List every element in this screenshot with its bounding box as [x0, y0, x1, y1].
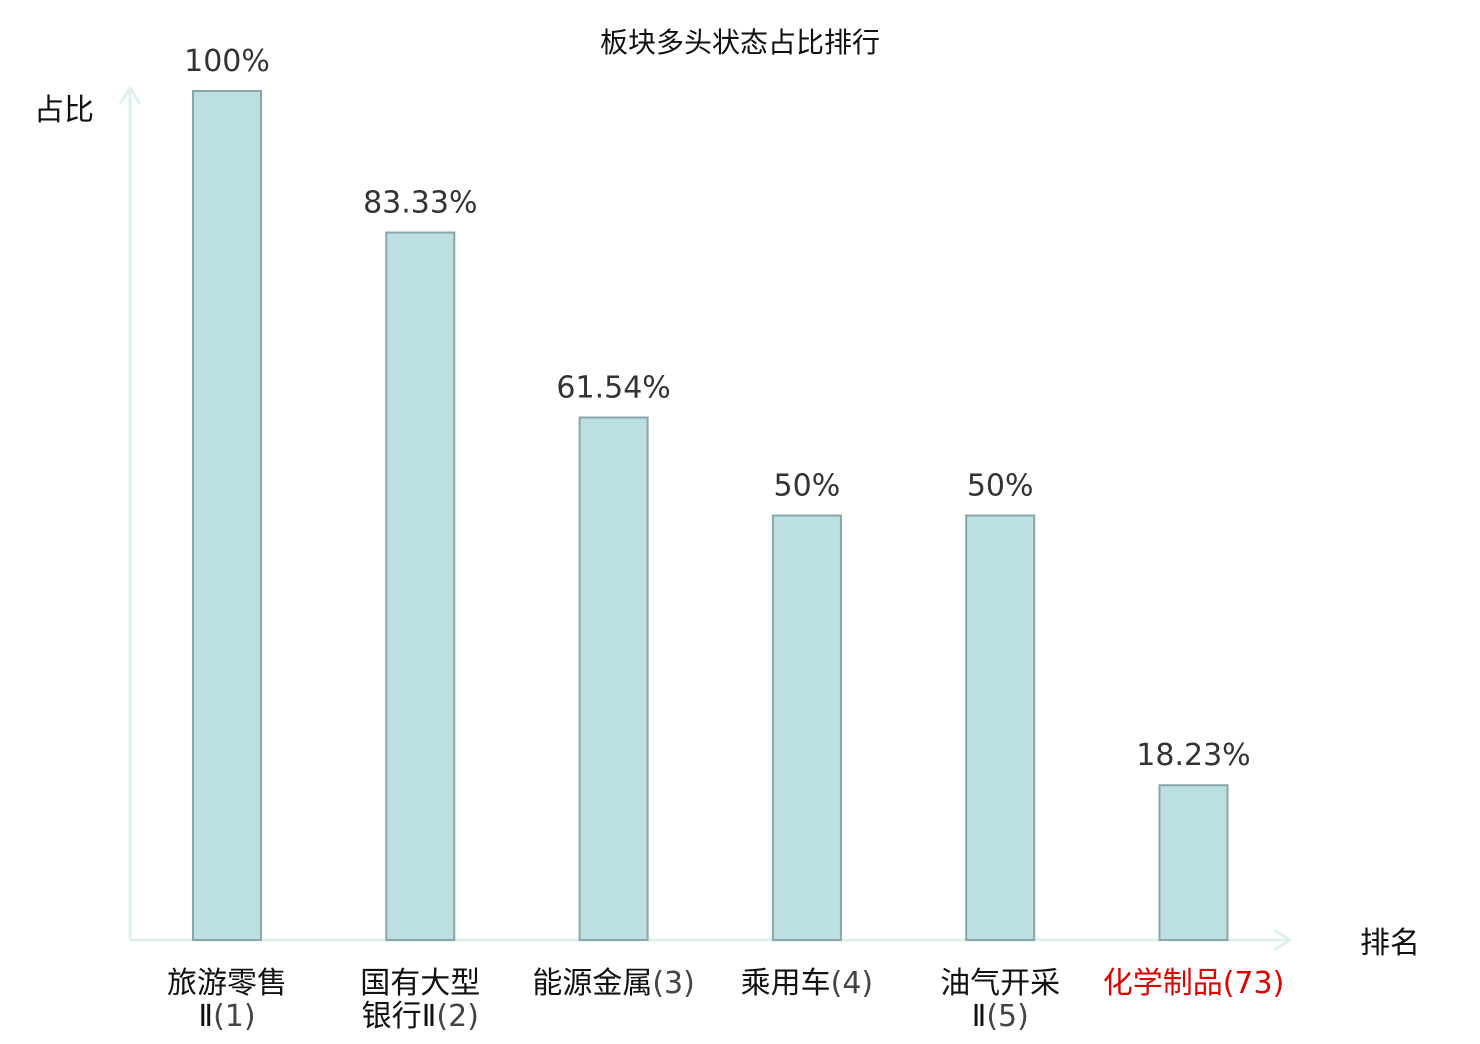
- x-tick-label: 乘用车(4): [741, 966, 874, 1001]
- bar: [1158, 784, 1229, 941]
- x-tick-labels: 旅游零售 Ⅱ(1)国有大型银行Ⅱ(2)能源金属(3) 乘用车(4) 油气开采 Ⅱ(5)化…: [167, 966, 1284, 1034]
- chart-title: 板块多头状态占比排行: [600, 26, 880, 59]
- data-label: 100%: [184, 44, 270, 79]
- x-tick-label-line: 乘用车: [741, 966, 831, 1001]
- x-tick-rank: (5): [986, 999, 1029, 1034]
- x-tick-rank: (2): [436, 999, 479, 1034]
- data-label: 61.54%: [556, 371, 670, 406]
- y-axis-label: 占比: [34, 93, 94, 128]
- x-tick-label: 能源金属(3): [532, 966, 695, 1001]
- data-label: 50%: [774, 469, 841, 504]
- x-axis-label: 排名: [1360, 926, 1420, 961]
- x-tick-label-line: Ⅱ: [972, 999, 987, 1034]
- bars: [192, 90, 1229, 941]
- data-label: 50%: [967, 469, 1034, 504]
- y-axis-arrow: [118, 85, 142, 105]
- x-tick-rank: (73): [1223, 966, 1285, 1001]
- x-tick-label-line: 国有大型: [360, 966, 480, 1001]
- data-label: 83.33%: [363, 186, 477, 221]
- x-tick-rank: (4): [831, 966, 874, 1001]
- x-tick-rank: (1): [213, 999, 256, 1034]
- axes: [118, 85, 1293, 952]
- x-tick-label-line: 油气开采: [940, 966, 1060, 1001]
- bar: [771, 514, 842, 941]
- value-labels: 100% 83.33% 61.54% 50% 50% 18.23%: [184, 44, 1251, 773]
- x-axis-arrow: [1273, 928, 1293, 952]
- x-tick-rank: (3): [652, 966, 695, 1001]
- x-tick-label-line: 化学制品: [1103, 966, 1223, 1001]
- x-tick-label-line: Ⅱ: [198, 999, 213, 1034]
- x-tick-label-line: 能源金属: [532, 966, 652, 1001]
- x-tick-label: 旅游零售 Ⅱ(1): [167, 966, 287, 1034]
- bar: [965, 514, 1036, 941]
- x-tick-label-line: 旅游零售: [167, 966, 287, 1001]
- x-tick-label: 化学制品(73): [1103, 966, 1285, 1001]
- data-label: 18.23%: [1136, 738, 1250, 773]
- x-tick-label: 国有大型银行Ⅱ(2): [360, 966, 480, 1034]
- bar: [578, 416, 649, 941]
- x-tick-label-line: 银行Ⅱ: [362, 999, 437, 1034]
- bar: [192, 90, 262, 941]
- bar: [385, 231, 456, 941]
- x-tick-label: 油气开采 Ⅱ(5): [940, 966, 1060, 1034]
